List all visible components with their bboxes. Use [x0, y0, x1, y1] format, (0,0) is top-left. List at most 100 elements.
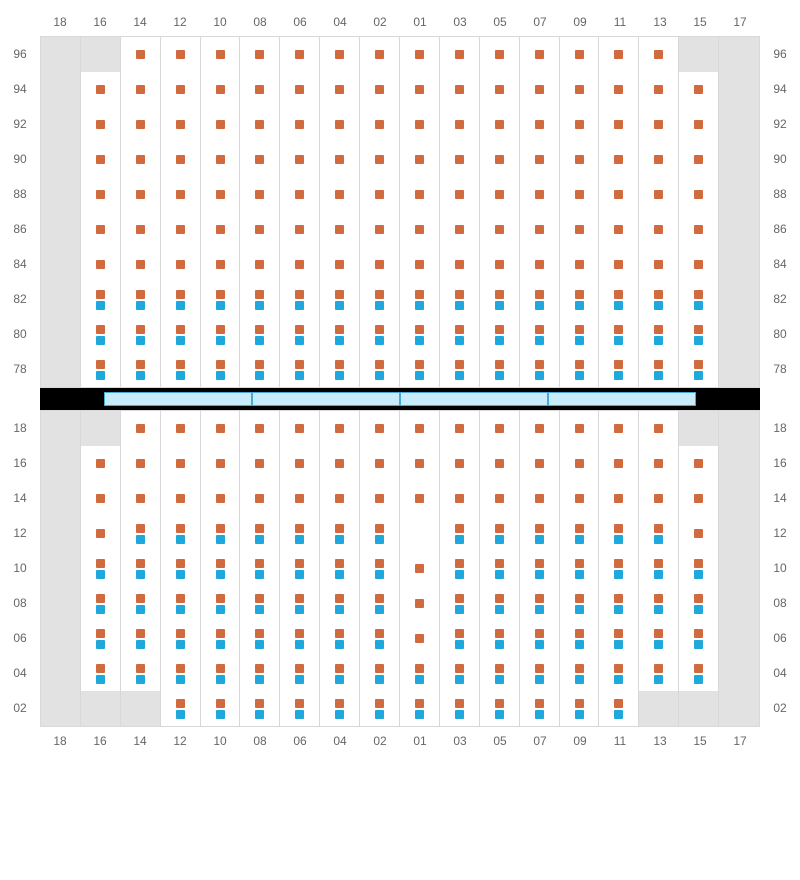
- seat-cell[interactable]: [81, 621, 121, 656]
- seat-cell[interactable]: [440, 621, 480, 656]
- seat-cell[interactable]: [320, 247, 360, 282]
- seat-cell[interactable]: [679, 282, 719, 317]
- seat-cell[interactable]: [560, 621, 600, 656]
- seat-cell[interactable]: [161, 352, 201, 387]
- seat-cell[interactable]: [201, 107, 241, 142]
- seat-cell[interactable]: [480, 282, 520, 317]
- seat-cell[interactable]: [679, 481, 719, 516]
- seat-cell[interactable]: [161, 691, 201, 726]
- seat-cell[interactable]: [360, 586, 400, 621]
- seat-cell[interactable]: [679, 446, 719, 481]
- seat-cell[interactable]: [240, 621, 280, 656]
- seat-cell[interactable]: [440, 691, 480, 726]
- seat-cell[interactable]: [520, 516, 560, 551]
- seat-cell[interactable]: [679, 317, 719, 352]
- seat-cell[interactable]: [81, 586, 121, 621]
- seat-cell[interactable]: [639, 247, 679, 282]
- seat-cell[interactable]: [121, 516, 161, 551]
- seat-cell[interactable]: [679, 107, 719, 142]
- seat-cell[interactable]: [161, 446, 201, 481]
- seat-cell[interactable]: [440, 142, 480, 177]
- seat-cell[interactable]: [400, 37, 440, 72]
- seat-cell[interactable]: [201, 481, 241, 516]
- seat-cell[interactable]: [161, 72, 201, 107]
- seat-cell[interactable]: [280, 72, 320, 107]
- seat-cell[interactable]: [520, 177, 560, 212]
- seat-cell[interactable]: [400, 691, 440, 726]
- seat-cell[interactable]: [480, 352, 520, 387]
- seat-cell[interactable]: [639, 446, 679, 481]
- seat-cell[interactable]: [121, 481, 161, 516]
- seat-cell[interactable]: [280, 247, 320, 282]
- seat-cell[interactable]: [599, 212, 639, 247]
- seat-cell[interactable]: [320, 411, 360, 446]
- seat-cell[interactable]: [520, 656, 560, 691]
- seat-cell[interactable]: [679, 586, 719, 621]
- seat-cell[interactable]: [480, 621, 520, 656]
- seat-cell[interactable]: [560, 37, 600, 72]
- seat-cell[interactable]: [440, 352, 480, 387]
- seat-cell[interactable]: [360, 282, 400, 317]
- seat-cell[interactable]: [201, 72, 241, 107]
- seat-cell[interactable]: [599, 586, 639, 621]
- seat-cell[interactable]: [400, 142, 440, 177]
- seat-cell[interactable]: [81, 516, 121, 551]
- seat-cell[interactable]: [400, 446, 440, 481]
- seat-cell[interactable]: [639, 516, 679, 551]
- seat-cell[interactable]: [520, 37, 560, 72]
- seat-cell[interactable]: [161, 317, 201, 352]
- seat-cell[interactable]: [240, 37, 280, 72]
- seat-cell[interactable]: [440, 551, 480, 586]
- seat-cell[interactable]: [201, 516, 241, 551]
- seat-cell[interactable]: [480, 107, 520, 142]
- seat-cell[interactable]: [639, 317, 679, 352]
- seat-cell[interactable]: [240, 656, 280, 691]
- seat-cell[interactable]: [201, 691, 241, 726]
- seat-cell[interactable]: [201, 142, 241, 177]
- seat-cell[interactable]: [161, 656, 201, 691]
- seat-cell[interactable]: [560, 691, 600, 726]
- seat-cell[interactable]: [161, 177, 201, 212]
- seat-cell[interactable]: [520, 247, 560, 282]
- seat-cell[interactable]: [320, 586, 360, 621]
- seat-cell[interactable]: [161, 516, 201, 551]
- seat-cell[interactable]: [560, 247, 600, 282]
- seat-cell[interactable]: [400, 177, 440, 212]
- seat-cell[interactable]: [121, 142, 161, 177]
- seat-cell[interactable]: [679, 212, 719, 247]
- seat-cell[interactable]: [81, 72, 121, 107]
- seat-cell[interactable]: [480, 446, 520, 481]
- seat-cell[interactable]: [360, 212, 400, 247]
- seat-cell[interactable]: [360, 411, 400, 446]
- seat-cell[interactable]: [520, 72, 560, 107]
- seat-cell[interactable]: [639, 352, 679, 387]
- seat-cell[interactable]: [360, 247, 400, 282]
- seat-cell[interactable]: [639, 72, 679, 107]
- seat-cell[interactable]: [280, 551, 320, 586]
- seat-cell[interactable]: [520, 621, 560, 656]
- seat-cell[interactable]: [360, 142, 400, 177]
- seat-cell[interactable]: [121, 586, 161, 621]
- seat-cell[interactable]: [480, 212, 520, 247]
- seat-cell[interactable]: [360, 72, 400, 107]
- seat-cell[interactable]: [360, 551, 400, 586]
- seat-cell[interactable]: [679, 516, 719, 551]
- seat-cell[interactable]: [201, 177, 241, 212]
- seat-cell[interactable]: [240, 691, 280, 726]
- seat-cell[interactable]: [240, 282, 280, 317]
- seat-cell[interactable]: [280, 37, 320, 72]
- seat-cell[interactable]: [201, 621, 241, 656]
- seat-cell[interactable]: [121, 551, 161, 586]
- seat-cell[interactable]: [280, 411, 320, 446]
- seat-cell[interactable]: [240, 551, 280, 586]
- seat-cell[interactable]: [599, 621, 639, 656]
- seat-cell[interactable]: [440, 317, 480, 352]
- seat-cell[interactable]: [320, 177, 360, 212]
- seat-cell[interactable]: [599, 72, 639, 107]
- seat-cell[interactable]: [599, 282, 639, 317]
- seat-cell[interactable]: [560, 586, 600, 621]
- seat-cell[interactable]: [599, 656, 639, 691]
- seat-cell[interactable]: [480, 691, 520, 726]
- seat-cell[interactable]: [599, 352, 639, 387]
- seat-cell[interactable]: [639, 37, 679, 72]
